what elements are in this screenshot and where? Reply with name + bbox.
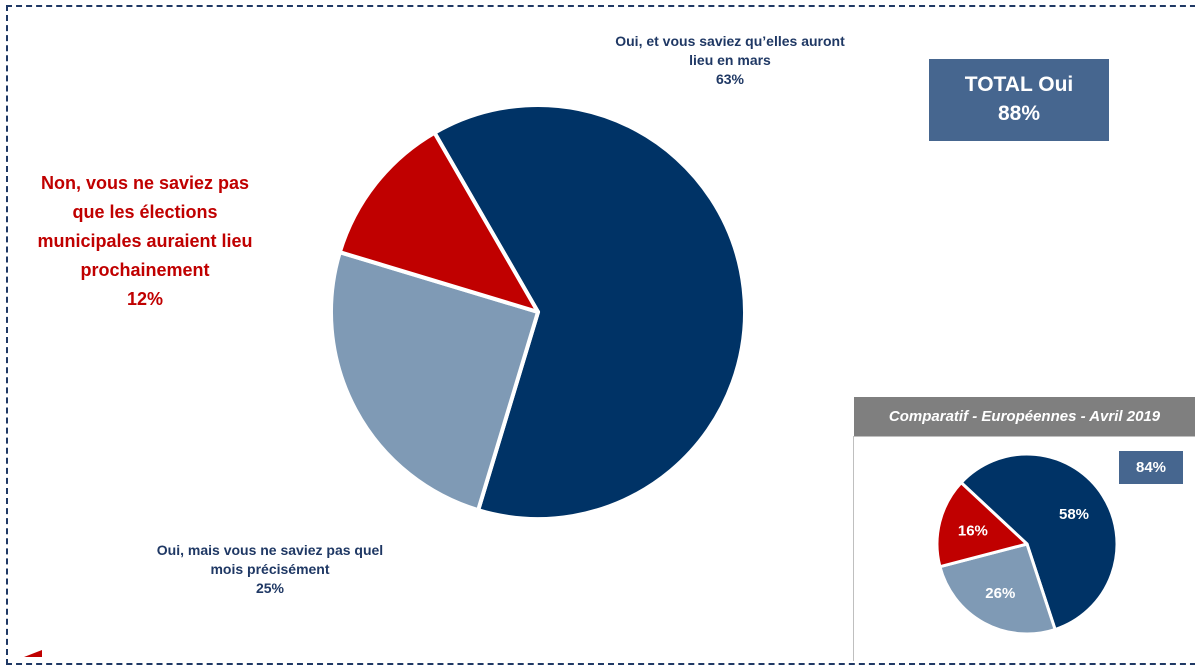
total-oui-box: TOTAL Oui 88% [929,59,1109,141]
slice-label-oui-mars-line1: Oui, et vous saviez qu’elles auront [615,33,845,49]
total-oui-value: 88% [997,102,1041,125]
slice-label-non-line3: municipales auraient lieu [37,231,253,251]
slice-label-oui-mars-line2: lieu en mars [689,52,771,68]
slice-label-oui-mois-line1: Oui, mais vous ne saviez pas quel [156,542,384,558]
decorative-red-mark [24,650,42,657]
slice-value-non: 12% [126,289,164,309]
main-pie-slice-1 [329,250,540,513]
slice-label-non-line4: prochainement [80,260,210,280]
slice-label-non: Non, vous ne saviez pas que les élection… [0,169,290,314]
comparison-pie-slice-0-value: 58% [1059,506,1089,523]
main-pie-slice-2 [337,130,540,314]
comparison-pie-slice-1-value: 26% [985,585,1015,602]
comparison-title: Comparatif - Européennes - Avril 2019 [854,397,1195,436]
comparison-pie-slice-2-value: 16% [958,522,988,539]
slice-label-oui-mois-line2: mois précisément [210,561,330,577]
comparison-panel [853,436,1195,661]
slice-label-oui-mois: Oui, mais vous ne saviez pas quel mois p… [100,541,440,598]
comparison-pie-slice-2 [935,481,1029,569]
comparison-total-value: 84% [1119,451,1183,484]
comparison-pie-slice-0 [959,452,1119,631]
slice-label-non-line2: que les élections [72,202,218,222]
slice-value-oui-mars: 63% [715,71,745,87]
slice-label-oui-mars: Oui, et vous saviez qu’elles auront lieu… [560,32,900,89]
total-oui-label: TOTAL Oui [964,73,1074,96]
slice-value-oui-mois: 25% [255,580,285,596]
main-pie-slice-0 [432,103,747,521]
slice-label-non-line1: Non, vous ne saviez pas [40,173,250,193]
comparison-pie-slice-1 [938,542,1057,636]
